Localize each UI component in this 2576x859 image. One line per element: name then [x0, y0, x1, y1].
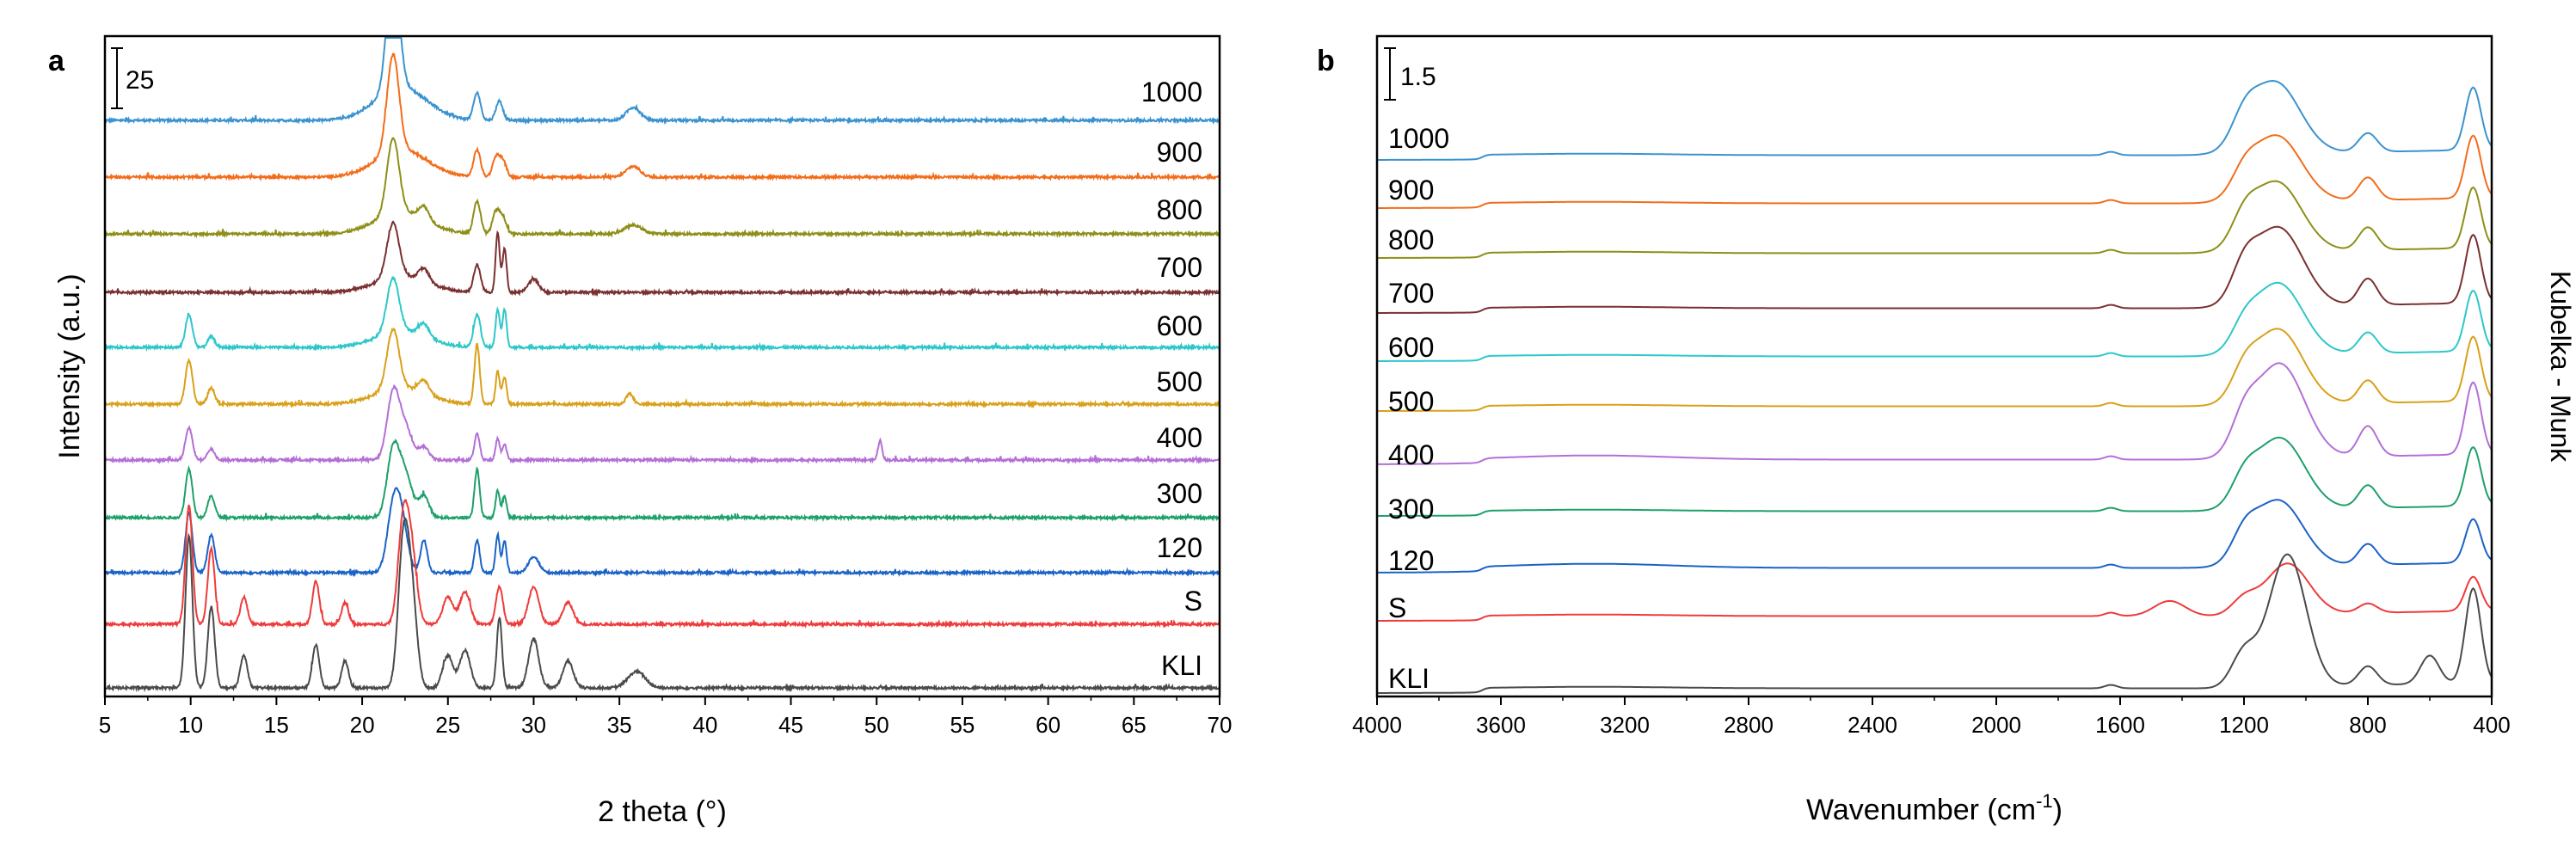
- panel-a-series-kli: [104, 518, 1220, 693]
- panel-b-tick-label: 3600: [1476, 712, 1526, 738]
- panel-a-label-120: 120: [1157, 532, 1202, 563]
- panel-b-traces: [1377, 79, 2493, 694]
- panel-b-label-600: 600: [1388, 332, 1434, 363]
- panel-a-label-500: 500: [1157, 366, 1202, 397]
- panel-a-tick-label: 45: [778, 712, 803, 738]
- panel-b-label-900: 900: [1388, 175, 1434, 206]
- panel-b-series-300: [1377, 436, 2493, 517]
- panel-a-tick-label: 15: [264, 712, 289, 738]
- panel-b-series-600: [1377, 281, 2493, 362]
- panel-b-tick-label: 400: [2473, 712, 2510, 738]
- panel-a-tick-label: 50: [864, 712, 889, 738]
- panel-a-series-s: [104, 499, 1220, 629]
- panel-a-label-900: 900: [1157, 137, 1202, 168]
- panel-a-traces: [104, 37, 1220, 693]
- panel-b-label-1000: 1000: [1388, 123, 1449, 154]
- panel-b-label-300: 300: [1388, 494, 1434, 525]
- panel-a-series-900: [104, 52, 1220, 182]
- panel-a-x-axis-title: 2 theta (°): [598, 795, 727, 828]
- panel-a-label-800: 800: [1157, 194, 1202, 225]
- panel-a-series-300: [104, 439, 1220, 523]
- panel-a-y-axis-title: Intensity (a.u.): [53, 273, 86, 458]
- panel-a-scale-label: 25: [126, 66, 154, 95]
- panel-a-label-s: S: [1184, 586, 1202, 617]
- panel-b-tick-label: 2800: [1724, 712, 1774, 738]
- panel-a-series-1000: [105, 37, 1220, 126]
- panel-a-tick-label: 55: [950, 712, 974, 738]
- panel-a-tick-label: 65: [1122, 712, 1147, 738]
- panel-b-letter: b: [1317, 45, 1335, 77]
- panel-b-frame: [1375, 34, 2493, 698]
- panel-b-x-axis-title-main: Wavenumber (cm: [1806, 794, 2036, 826]
- panel-b-scale-label: 1.5: [1400, 63, 1436, 91]
- panel-b-tick-label: 2000: [1971, 712, 2021, 738]
- panel-a-tick-label: 35: [607, 712, 632, 738]
- panel-a-tick-label: 5: [99, 712, 111, 738]
- panel-a-series-700: [104, 220, 1220, 298]
- panel-a-label-300: 300: [1157, 478, 1202, 509]
- panel-b-label-s: S: [1388, 592, 1406, 623]
- panel-b-scale-bar: 1.5: [1384, 47, 1436, 101]
- panel-b-series-800: [1377, 180, 2493, 259]
- panel-a-label-400: 400: [1157, 422, 1202, 453]
- panel-a-tick-label: 40: [692, 712, 717, 738]
- panel-a-series-120: [104, 487, 1220, 578]
- panel-b-label-400: 400: [1388, 439, 1434, 470]
- panel-b-y-axis-title: Kubelka - Munk: [2545, 271, 2576, 463]
- panel-b-tick-label: 4000: [1352, 712, 1402, 738]
- panel-a-tick-label: 20: [350, 712, 375, 738]
- panel-b-label-800: 800: [1388, 224, 1434, 255]
- panel-a-label-600: 600: [1157, 310, 1202, 341]
- panel-b-x-axis-title-end: ): [2053, 794, 2063, 826]
- panel-b-series-120: [1377, 499, 2493, 574]
- panel-b-label-kli: KLI: [1388, 663, 1429, 694]
- panel-a-x-ticks: 5 10 15 20 25 30 35 40 45 50 55 60 65 70: [99, 696, 1233, 738]
- panel-b-label-500: 500: [1388, 386, 1434, 417]
- panel-b-series-500: [1377, 328, 2493, 412]
- panel-b-tick-label: 2400: [1847, 712, 1897, 738]
- panel-b-series-labels: 1000 900 800 700 600 500 400 300 120 S KLI: [1388, 123, 1449, 694]
- panel-a-tick-label: 25: [435, 712, 460, 738]
- panel-b-x-axis-title: Wavenumber (cm-1): [1806, 790, 2063, 826]
- panel-a-tick-label: 70: [1208, 712, 1233, 738]
- panel-b-label-700: 700: [1388, 278, 1434, 309]
- panel-a-series-800: [104, 137, 1220, 239]
- panel-b-tick-label: 1600: [2095, 712, 2145, 738]
- panel-b-series-1000: [1377, 79, 2493, 161]
- panel-a-letter: a: [48, 45, 65, 77]
- panel-a-scale-bar: 25: [111, 47, 154, 109]
- panel-b-tick-label: 1200: [2219, 712, 2269, 738]
- panel-a-label-1000: 1000: [1141, 77, 1202, 107]
- panel-b-series-s: [1377, 562, 2493, 622]
- panel-b-tick-label: 800: [2349, 712, 2386, 738]
- panel-a-frame: [103, 34, 1221, 698]
- panel-b-tick-label: 3200: [1600, 712, 1650, 738]
- panel-b: b 4000 3600 3200 2800 2400 2000 1600 1200 800 400…: [1317, 34, 2576, 826]
- panel-a-tick-label: 60: [1036, 712, 1061, 738]
- panel-a-series-600: [104, 276, 1220, 353]
- panel-b-series-900: [1377, 134, 2493, 209]
- panel-a-series-400: [104, 383, 1220, 465]
- panel-a-tick-label: 10: [178, 712, 203, 738]
- panel-a-label-700: 700: [1157, 252, 1202, 283]
- panel-b-label-120: 120: [1388, 545, 1434, 576]
- panel-b-x-ticks: 4000 3600 3200 2800 2400 2000 1600 1200 800 400: [1352, 696, 2511, 738]
- panel-a-series-500: [104, 327, 1220, 409]
- panel-b-series-700: [1377, 225, 2493, 314]
- panel-a: a 5 10 15 20 25 30 35 40 45 50 55 60 65 70 1000 900 800…: [48, 34, 1233, 828]
- panel-b-series-kli: [1377, 553, 2493, 694]
- panel-b-x-axis-title-sup: -1: [2036, 790, 2053, 812]
- panel-b-series-400: [1377, 362, 2493, 465]
- panel-a-label-kli: KLI: [1161, 650, 1202, 681]
- panel-a-tick-label: 30: [521, 712, 546, 738]
- panel-a-series-labels: 1000 900 800 700 600 500 400 300 120 S KLI: [1141, 77, 1202, 681]
